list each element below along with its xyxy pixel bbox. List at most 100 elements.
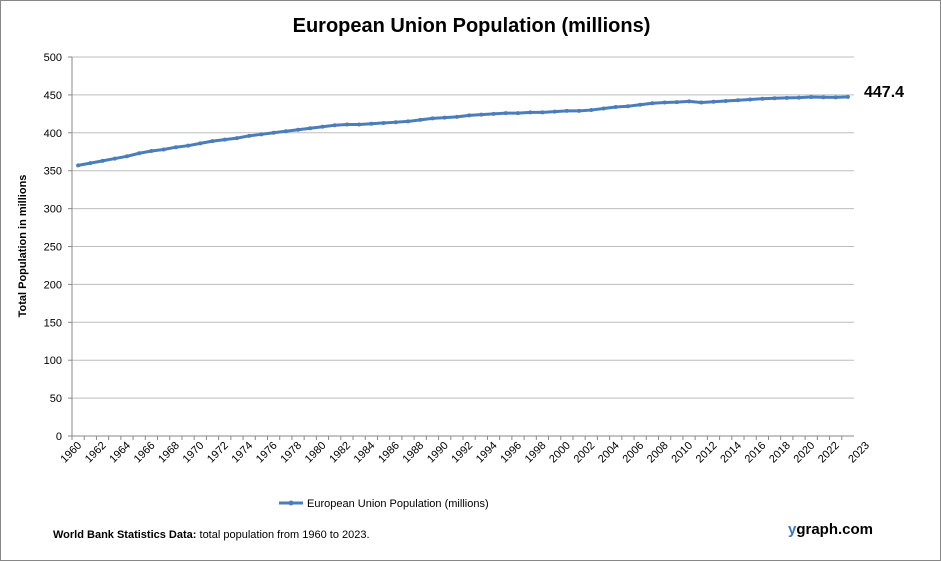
data-point: [320, 124, 325, 129]
y-tick-label: 200: [44, 279, 62, 291]
y-tick-label: 100: [44, 355, 62, 367]
data-point: [271, 130, 276, 135]
data-point: [711, 99, 716, 104]
data-point: [613, 105, 618, 110]
source-label: World Bank Statistics Data:: [53, 529, 197, 541]
source-text: total population from 1960 to 2023.: [196, 529, 370, 541]
data-point: [344, 122, 349, 127]
data-point: [601, 106, 606, 111]
x-tick-label: 2018: [767, 440, 793, 466]
data-point: [308, 126, 313, 131]
x-tick-label: 2014: [718, 440, 744, 466]
y-axis-label: Total Population in millions: [17, 175, 29, 318]
data-point: [76, 163, 81, 168]
y-tick-label: 250: [44, 242, 62, 254]
x-tick-label: 2010: [669, 440, 695, 466]
data-point: [418, 117, 423, 122]
data-point: [845, 94, 850, 99]
data-point: [357, 122, 362, 127]
data-point: [552, 109, 557, 114]
data-point: [296, 127, 301, 132]
data-point: [283, 129, 288, 134]
x-tick-label: 2016: [743, 440, 769, 466]
data-point: [430, 116, 435, 121]
legend-label: European Union Population (millions): [307, 498, 489, 510]
x-tick-label: 2002: [572, 440, 598, 466]
data-point: [112, 156, 117, 161]
data-point: [577, 108, 582, 113]
x-tick-label: 1998: [523, 440, 549, 466]
data-point: [699, 100, 704, 105]
y-tick-label: 350: [44, 166, 62, 178]
data-point: [515, 111, 520, 116]
brand-logo: ygraph.com: [788, 521, 873, 538]
x-tick-label: 1972: [205, 440, 231, 466]
x-tick-label: 2020: [792, 440, 818, 466]
data-point: [198, 141, 203, 146]
data-point: [625, 104, 630, 109]
data-point: [210, 139, 215, 144]
data-point: [662, 100, 667, 105]
x-tick-label: 1992: [449, 440, 475, 466]
x-tick-label: 1980: [303, 440, 329, 466]
data-point: [454, 114, 459, 119]
end-value-label: 447.4: [864, 84, 904, 101]
data-point: [687, 99, 692, 104]
data-point: [467, 113, 472, 118]
data-point: [503, 111, 508, 116]
data-point: [564, 108, 569, 113]
x-tick-label: 1976: [254, 440, 280, 466]
x-tick-label: 1994: [474, 440, 500, 466]
x-tick-label: 1996: [498, 440, 524, 466]
data-point: [88, 161, 93, 166]
brand-y: y: [788, 521, 797, 538]
x-tick-label: 1962: [83, 440, 109, 466]
data-point: [186, 143, 191, 148]
data-point: [821, 95, 826, 100]
data-point: [809, 94, 814, 99]
x-tick-label: 2023: [846, 440, 872, 466]
x-tick-label: 1986: [376, 440, 402, 466]
data-point: [784, 95, 789, 100]
data-point: [589, 108, 594, 113]
data-point: [748, 97, 753, 102]
data-point: [638, 102, 643, 107]
y-tick-label: 150: [44, 317, 62, 329]
data-point: [234, 136, 239, 141]
data-point: [222, 137, 227, 142]
data-point: [491, 111, 496, 116]
data-point: [723, 98, 728, 103]
source-note: World Bank Statistics Data: total popula…: [53, 529, 370, 541]
data-point: [149, 148, 154, 153]
series-line: [77, 95, 848, 167]
legend-marker: [288, 500, 294, 506]
data-point: [650, 101, 655, 106]
data-point: [124, 154, 129, 159]
y-tick-label: 300: [44, 204, 62, 216]
data-point: [540, 110, 545, 115]
data-point: [100, 158, 105, 163]
x-tick-label: 1984: [352, 440, 378, 466]
data-point: [259, 132, 264, 137]
data-point: [406, 119, 411, 124]
x-tick-label: 1970: [181, 440, 207, 466]
data-point: [479, 112, 484, 117]
data-point: [247, 133, 252, 138]
data-point: [381, 120, 386, 125]
x-tick-label: 1974: [229, 440, 255, 466]
x-tick-label: 2022: [816, 440, 842, 466]
x-tick-label: 1990: [425, 440, 451, 466]
y-tick-label: 500: [44, 52, 62, 64]
x-tick-label: 1988: [401, 440, 427, 466]
x-tick-label: 2004: [596, 440, 622, 466]
data-point: [369, 121, 374, 126]
data-point: [161, 147, 166, 152]
x-tick-label: 2012: [694, 440, 720, 466]
brand-rest: graph.com: [796, 521, 874, 538]
x-tick-label: 1964: [107, 440, 133, 466]
data-point: [137, 151, 142, 156]
data-point: [173, 145, 178, 150]
y-tick-label: 50: [50, 393, 62, 405]
x-tick-label: 1968: [156, 440, 182, 466]
